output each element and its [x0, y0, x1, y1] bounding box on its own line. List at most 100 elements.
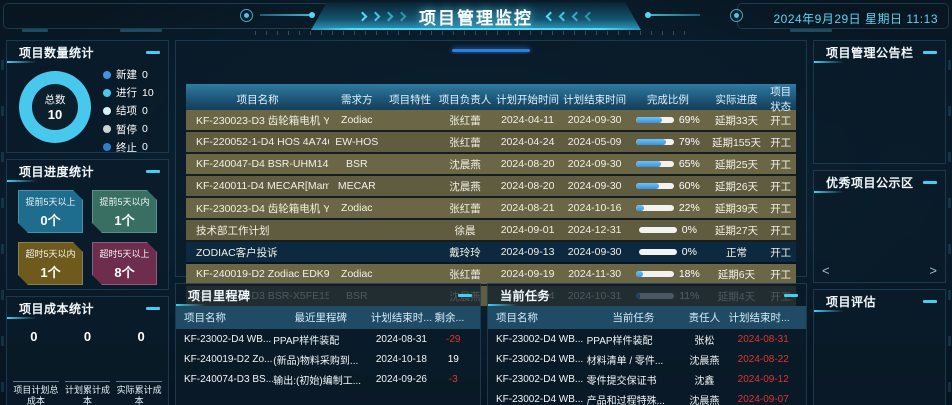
cell-status: 开工: [770, 268, 792, 281]
cell-owner: 张红蕾: [449, 114, 481, 127]
legend-item[interactable]: 终止 0: [103, 140, 164, 155]
progress-bar: [635, 161, 674, 167]
project-cost-panel: 项目成本统计 0 0 0 项目计划总成本 计划累计成本 实际累计成本: [6, 296, 169, 405]
legend-value: 10: [142, 86, 154, 99]
cell-completion: 69%: [628, 114, 707, 126]
cell-owner: 张红蕾: [449, 268, 481, 281]
milestone-row[interactable]: KF-240074-D3 BS... 输出:(初始)编制工... 2024-09…: [176, 369, 480, 389]
cell-status: 开工: [770, 246, 792, 259]
cell-plan-end: 2024-10-18: [375, 353, 427, 365]
header-line-left: [260, 12, 315, 18]
cell-status: 开工: [770, 224, 792, 237]
progress-percent-label: 22%: [678, 202, 700, 214]
cell-owner: 张红蕾: [449, 202, 481, 215]
cell-actual-progress: 延期27天: [714, 224, 759, 237]
cell-project-name: ZODIAC客户投诉: [196, 246, 278, 259]
excellent-projects-panel: 优秀项目公示区 < >: [813, 170, 946, 283]
stat-box-label: 提前5天以上: [25, 196, 76, 207]
cell-plan-end: 2024-09-30: [567, 114, 622, 126]
legend-item[interactable]: 暂停 0: [103, 122, 164, 137]
table-header-cell: 项目状态: [770, 86, 792, 113]
progress-bar: [635, 271, 674, 277]
task-row[interactable]: KF-23002-D4 WB... 产品和过程特殊... 沈晨燕 2024-09…: [488, 389, 806, 405]
cell-project-name: KF-240074-D3 BS...: [184, 373, 274, 385]
panel-title-count: 项目数量统计: [7, 41, 168, 63]
cell-plan-start: 2024-04-24: [500, 136, 555, 148]
cell-remaining-days: -3: [448, 373, 458, 385]
cell-milestone: PPAP样件装配: [273, 335, 340, 347]
donut-center-value: 10: [47, 107, 63, 122]
cost-label: 计划累计成本: [64, 380, 111, 405]
stat-box-label: 提前5天以内: [99, 196, 150, 207]
cell-owner: 沈晨燕: [449, 158, 481, 171]
cell-plan-end: 2024-08-22: [737, 353, 789, 365]
task-row[interactable]: KF-23002-D4 WB... 材料清单 / 零件... 沈晨燕 2024-…: [488, 349, 806, 369]
cell-completion: 60%: [628, 180, 707, 192]
cell-project-name: KF-23002-D4 WB...: [496, 353, 584, 365]
project-table: 项目名称 需求方 项目特性 项目负责人 计划开始时间 计划结束时间 完成比例 实际进度 项目状态…: [186, 84, 796, 308]
progress-percent-label: 69%: [678, 114, 700, 126]
carousel-prev-icon[interactable]: <: [822, 263, 830, 278]
cell-completion: 65%: [628, 158, 707, 170]
cell-actual-progress: 延期25天: [714, 158, 759, 171]
milestone-row[interactable]: KF-23002-D4 WB... PPAP样件装配 2024-08-31 -2…: [176, 329, 480, 349]
table-header-cell: 项目负责人: [438, 93, 492, 106]
table-row[interactable]: KF-230023-D3 齿轮箱电机 Y... Zodiac 张红蕾 2024-…: [186, 110, 796, 132]
header-dash: [120, 29, 162, 32]
carousel-next-icon[interactable]: >: [929, 263, 937, 278]
panel-title-text: 项目评估: [826, 294, 877, 309]
cell-demander: BSR: [345, 158, 368, 170]
cell-status: 开工: [770, 136, 792, 149]
cell-actual-progress: 延期33天: [714, 114, 759, 127]
cell-plan-start: 2024-08-20: [500, 180, 555, 192]
milestones-header-cell: 项目名称: [184, 312, 226, 324]
legend-item[interactable]: 结项 0: [103, 103, 164, 118]
left-edge-ticks: [1, 60, 4, 395]
milestone-row[interactable]: KF-240019-D2 Zo... (新品)物料采购到... 2024-10-…: [176, 349, 480, 369]
cell-plan-end: 2024-09-07: [737, 393, 789, 405]
cell-project-name: KF-230023-D3 齿轮箱电机 Y...: [196, 114, 330, 127]
panel-title-excellent: 优秀项目公示区: [814, 171, 945, 193]
milestones-panel: 项目里程碑 项目名称 最近里程碑 计划结束时... 剩余... KF-23002-D4…: [175, 283, 481, 405]
header-line-right: [645, 12, 700, 18]
table-row[interactable]: KF-240011-D4 MECAR[Mam... MECAR 沈晨燕 2024…: [186, 176, 796, 198]
table-row[interactable]: ZODIAC客户投诉 戴玲玲 2024-09-13 2024-09-30 0% …: [186, 242, 796, 264]
legend-item[interactable]: 进行 10: [103, 85, 164, 100]
table-row[interactable]: KF-220052-1-D4 HOS 4A746... EW-HOS 张红蕾 2…: [186, 132, 796, 154]
cell-demander: Zodiac: [341, 268, 373, 280]
task-row[interactable]: KF-23002-D4 WB... 零件提交保证书 沈鑫 2024-09-12: [488, 369, 806, 389]
task-row[interactable]: KF-23002-D4 WB... PPAP样件装配 张松 2024-08-31: [488, 329, 806, 349]
header-ruler: [255, 31, 695, 35]
cell-completion: 18%: [628, 268, 707, 280]
table-row[interactable]: KF-230023-D4 齿轮箱电机 Y... Zodiac 张红蕾 2024-…: [186, 198, 796, 220]
cost-values: 0 0 0: [7, 319, 168, 344]
cell-owner: 沈晨燕: [449, 180, 481, 193]
cell-remaining-days: -29: [446, 333, 461, 345]
table-row[interactable]: 技术部工作计划 徐晨 2024-09-01 2024-12-31 0% 延期27…: [186, 220, 796, 242]
panel-title-text: 项目里程碑: [188, 288, 251, 303]
donut-center: 总数 10: [19, 71, 91, 143]
table-header-cell: 实际进度: [715, 93, 758, 106]
tasks-body: KF-23002-D4 WB... PPAP样件装配 张松 2024-08-31…: [488, 329, 806, 405]
cell-completion: 22%: [628, 202, 707, 214]
table-row[interactable]: KF-240047-D4 BSR-UHM142... BSR 沈晨燕 2024-…: [186, 154, 796, 176]
cell-project-name: KF-230023-D4 齿轮箱电机 Y...: [196, 202, 330, 215]
table-header-cell: 计划开始时间: [496, 93, 560, 106]
panel-title-progress: 项目进度统计: [7, 160, 168, 182]
table-header-cell: 项目名称: [236, 93, 279, 106]
cost-label: 项目计划总成本: [13, 380, 59, 405]
compass-icon: [730, 9, 743, 22]
milestones-header-cell: 最近里程碑: [294, 312, 348, 324]
legend-item[interactable]: 新建 0: [103, 67, 164, 82]
left-column: 项目数量统计 总数 10 新建 0 进行 10: [6, 40, 169, 405]
cell-completion: 0%: [628, 246, 707, 258]
cell-owner: 沈鑫: [694, 375, 715, 387]
cell-plan-start: 2024-04-11: [501, 114, 555, 126]
cell-owner: 沈晨燕: [689, 395, 720, 405]
cell-plan-end: 2024-09-12: [737, 373, 789, 385]
page-title: 项目管理监控: [419, 8, 533, 28]
title-banner: 项目管理监控: [311, 2, 641, 30]
tasks-header-cell: 当前任务: [612, 312, 655, 324]
cell-status: 开工: [770, 114, 792, 127]
stat-box-value: 1个: [114, 212, 135, 228]
